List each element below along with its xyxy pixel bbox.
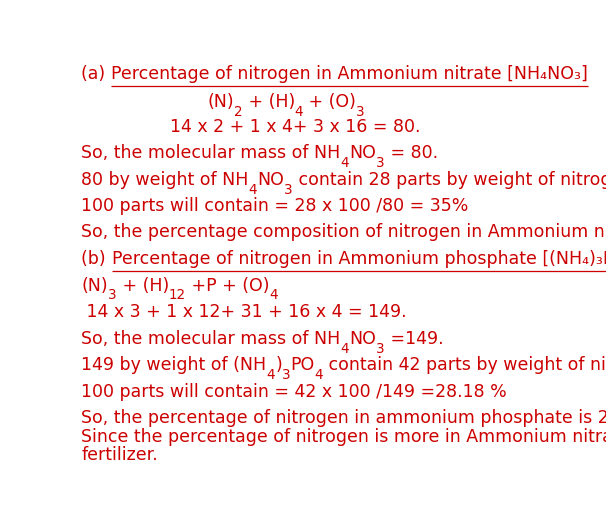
Text: 4: 4 — [295, 105, 304, 119]
Text: (a): (a) — [81, 65, 111, 83]
Text: 14 x 3 + 1 x 12+ 31 + 16 x 4 = 149.: 14 x 3 + 1 x 12+ 31 + 16 x 4 = 149. — [81, 303, 407, 321]
Text: 3: 3 — [284, 183, 293, 197]
Text: 100 parts will contain = 28 x 100 /80 = 35%: 100 parts will contain = 28 x 100 /80 = … — [81, 197, 469, 215]
Text: = 80.: = 80. — [385, 144, 438, 162]
Text: ): ) — [275, 356, 282, 374]
Text: (N): (N) — [81, 277, 108, 295]
Text: (N): (N) — [207, 93, 234, 111]
Text: Since the percentage of nitrogen is more in Ammonium nitrate so it is a better: Since the percentage of nitrogen is more… — [81, 428, 606, 446]
Text: 4: 4 — [315, 368, 324, 382]
Text: 100 parts will contain = 42 x 100 /149 =28.18 %: 100 parts will contain = 42 x 100 /149 =… — [81, 383, 507, 401]
Text: 4: 4 — [267, 368, 275, 382]
Text: 80 by weight of NH: 80 by weight of NH — [81, 171, 248, 189]
Text: +P + (O): +P + (O) — [186, 277, 270, 295]
Text: 4: 4 — [248, 183, 258, 197]
Text: + (O): + (O) — [304, 93, 356, 111]
Text: (b): (b) — [81, 250, 112, 268]
Text: + (H): + (H) — [242, 93, 295, 111]
Text: 4: 4 — [341, 156, 349, 170]
Text: 12: 12 — [169, 288, 186, 303]
Text: 3: 3 — [376, 341, 385, 356]
Text: NO: NO — [258, 171, 284, 189]
Text: PO: PO — [290, 356, 315, 374]
Text: 2: 2 — [234, 105, 242, 119]
Text: 4: 4 — [341, 341, 349, 356]
Text: NO: NO — [349, 330, 376, 348]
Text: 4: 4 — [270, 288, 278, 303]
Text: 3: 3 — [356, 105, 365, 119]
Text: So, the percentage composition of nitrogen in Ammonium nitrate is 35%.: So, the percentage composition of nitrog… — [81, 224, 606, 242]
Text: So, the percentage of nitrogen in ammonium phosphate is 28.18 %.: So, the percentage of nitrogen in ammoni… — [81, 409, 606, 427]
Text: Percentage of nitrogen in Ammonium phosphate [(NH₄)₃PO₄]: Percentage of nitrogen in Ammonium phosp… — [112, 250, 606, 268]
Text: contain 28 parts by weight of nitrogen.: contain 28 parts by weight of nitrogen. — [293, 171, 606, 189]
Text: 3: 3 — [282, 368, 290, 382]
Text: 149 by weight of (NH: 149 by weight of (NH — [81, 356, 267, 374]
Text: 3: 3 — [376, 156, 385, 170]
Text: Percentage of nitrogen in Ammonium nitrate [NH₄NO₃]: Percentage of nitrogen in Ammonium nitra… — [111, 65, 588, 83]
Text: So, the molecular mass of NH: So, the molecular mass of NH — [81, 330, 341, 348]
Text: + (H): + (H) — [116, 277, 169, 295]
Text: contain 42 parts by weight of nitrogen.: contain 42 parts by weight of nitrogen. — [324, 356, 606, 374]
Text: So, the molecular mass of NH: So, the molecular mass of NH — [81, 144, 341, 162]
Text: NO: NO — [349, 144, 376, 162]
Text: =149.: =149. — [385, 330, 444, 348]
Text: fertilizer.: fertilizer. — [81, 446, 158, 464]
Text: 14 x 2 + 1 x 4+ 3 x 16 = 80.: 14 x 2 + 1 x 4+ 3 x 16 = 80. — [170, 118, 420, 136]
Text: 3: 3 — [108, 288, 116, 303]
